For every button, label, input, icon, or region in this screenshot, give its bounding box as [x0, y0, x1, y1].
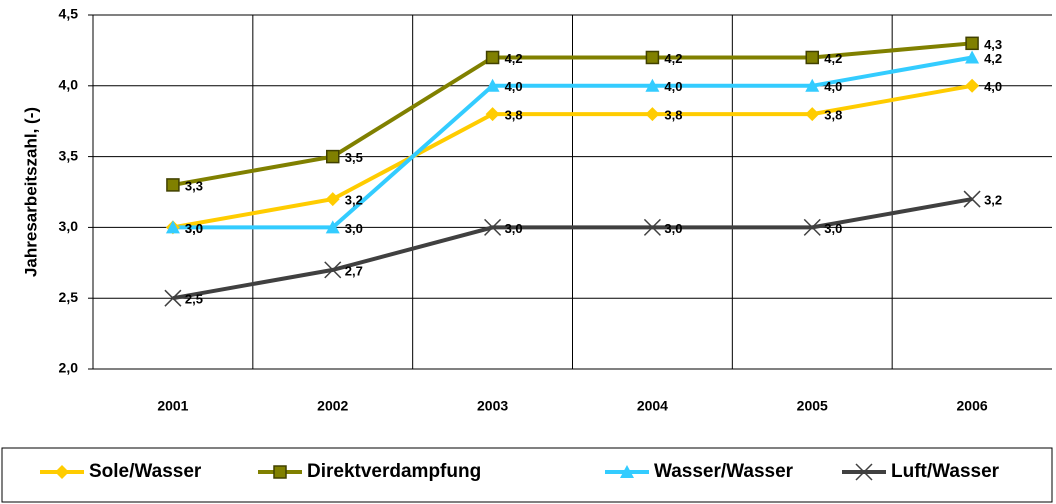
legend-marker [273, 465, 287, 479]
point [485, 50, 500, 65]
data-label: 3,2 [345, 193, 363, 208]
data-label: 3,0 [505, 221, 523, 236]
data-label: 3,0 [345, 221, 363, 236]
data-label: 3,0 [185, 221, 203, 236]
legend-marker [55, 465, 69, 479]
point [965, 50, 980, 64]
legend-marker [620, 465, 634, 478]
point [485, 78, 500, 92]
x-tick-label: 2003 [477, 398, 508, 414]
x-tick-label: 2001 [157, 398, 188, 414]
point [485, 107, 500, 122]
y-tick-label: 4,5 [59, 6, 79, 22]
data-label: 4,2 [505, 51, 523, 66]
data-label: 2,7 [345, 263, 363, 278]
data-label: 4,2 [664, 51, 682, 66]
y-tick-label: 3,5 [59, 147, 79, 163]
data-label: 4,0 [824, 79, 842, 94]
point [805, 78, 820, 92]
point [325, 220, 340, 234]
point [166, 178, 180, 192]
legend-label: Luft/Wasser [891, 461, 1000, 482]
legend [1, 447, 1053, 503]
data-label: 3,8 [505, 108, 523, 123]
data-label: 4,3 [984, 37, 1002, 52]
data-label: 4,0 [505, 79, 523, 94]
point [164, 289, 182, 307]
y-tick-label: 2,0 [59, 360, 79, 376]
data-label: 3,8 [664, 108, 682, 123]
point [805, 50, 819, 65]
point [965, 36, 979, 51]
point [326, 149, 340, 164]
point [165, 220, 180, 234]
data-label: 4,2 [824, 51, 842, 66]
y-tick-label: 2,5 [59, 289, 79, 305]
legend-label: Wasser/Wasser [654, 461, 794, 482]
point [963, 190, 981, 208]
y-axis-label: Jahresarbeitszahl, (-) [21, 107, 40, 277]
y-tick-label: 3,0 [59, 218, 79, 234]
x-tick-label: 2006 [957, 398, 988, 414]
legend-label: Sole/Wasser [89, 461, 202, 482]
x-tick-label: 2004 [637, 398, 668, 414]
x-tick-label: 2005 [797, 398, 828, 414]
series-line [172, 41, 973, 187]
data-label: 4,2 [984, 51, 1002, 66]
point [643, 218, 661, 236]
data-label: 3,5 [345, 150, 363, 165]
data-label: 3,0 [185, 221, 203, 236]
legend-label: Direktverdampfung [307, 461, 481, 482]
y-tick-label: 4,0 [59, 77, 79, 93]
series-line [172, 55, 973, 230]
legend-marker [855, 463, 873, 481]
point [645, 78, 660, 92]
point [645, 50, 660, 65]
data-label: 3,0 [664, 221, 682, 236]
data-label: 3,0 [824, 221, 842, 236]
data-label: 3,8 [824, 108, 842, 123]
point [324, 261, 342, 279]
series-line [172, 83, 973, 230]
data-label: 3,2 [984, 193, 1002, 208]
point [645, 107, 660, 122]
data-label: 4,0 [664, 79, 682, 94]
data-label: 2,5 [185, 292, 203, 307]
point [325, 192, 340, 207]
x-tick-label: 2002 [317, 398, 348, 414]
point [965, 78, 980, 93]
data-label: 3,3 [185, 178, 203, 193]
data-label: 4,0 [984, 79, 1002, 94]
series-line [172, 197, 973, 301]
point [805, 107, 820, 122]
point [803, 218, 821, 236]
point [484, 218, 502, 236]
